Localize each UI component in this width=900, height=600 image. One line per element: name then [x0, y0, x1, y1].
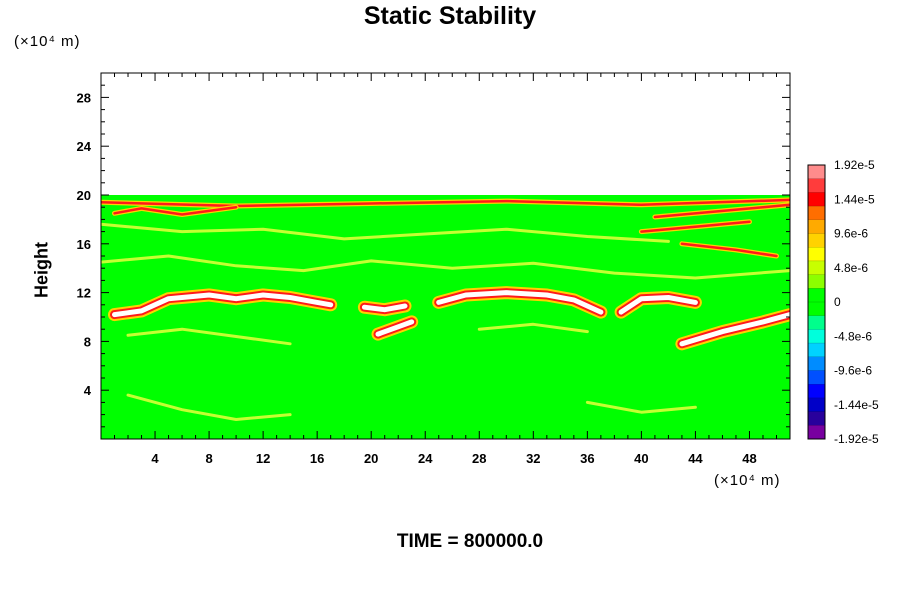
chart-title: Static Stability: [363, 2, 537, 30]
colorbar-swatch: [808, 343, 825, 358]
x-tick-label: 28: [472, 451, 486, 466]
plot-area: [100, 72, 791, 440]
colorbar: 1.92e-5 1.44e-5 9.6e-6 4.8e-6 0 -4.8e-6 -9.6e-…: [807, 158, 879, 446]
x-tick-label: 32: [526, 451, 540, 466]
colorbar-swatch: [808, 356, 825, 371]
x-tick-label: 8: [205, 451, 212, 466]
colorbar-label: -4.8e-6: [834, 329, 872, 343]
x-unit-label: (×10⁴ m): [714, 472, 781, 489]
y-tick-label: 20: [77, 188, 91, 203]
x-tick-label: 24: [418, 451, 433, 466]
y-tick-label: 12: [77, 286, 91, 301]
x-tick-label: 40: [634, 451, 648, 466]
colorbar-label: -9.6e-6: [834, 364, 872, 378]
yellow-line-13: [126, 327, 292, 346]
x-tick-label: 44: [688, 451, 703, 466]
colorbar-swatch: [808, 315, 825, 330]
band-core-0: [112, 292, 334, 318]
colorbar-label: 0: [834, 295, 841, 309]
colorbar-swatch: [808, 274, 825, 289]
yellow-line-11: [101, 222, 670, 243]
colorbar-label: 9.6e-6: [834, 227, 868, 241]
x-tick-label: 20: [364, 451, 378, 466]
yellow-line-16: [585, 400, 697, 414]
colorbar-swatch: [808, 247, 825, 262]
band-core-2: [618, 295, 698, 315]
colorbar-swatch: [808, 178, 825, 193]
colorbar-label: 1.92e-5: [834, 158, 875, 172]
x-axis: 4 8 12 16 20 24 28 32 36 40 44 48: [114, 73, 777, 466]
band-core-4: [375, 319, 415, 337]
colorbar-label: -1.92e-5: [834, 432, 879, 446]
x-tick-label: 48: [742, 451, 756, 466]
red-line-6: [101, 198, 790, 208]
y-tick-label: 24: [77, 139, 92, 154]
colorbar-swatch: [808, 288, 825, 303]
yellow-line-15: [126, 393, 292, 421]
colorbar-label: 1.44e-5: [834, 192, 875, 206]
colorbar-swatch: [808, 165, 825, 180]
colorbar-swatch: [808, 302, 825, 317]
colorbar-swatch: [808, 384, 825, 399]
colorbar-swatch: [808, 411, 825, 426]
y-unit-label: (×10⁴ m): [14, 33, 81, 50]
time-label: TIME = 800000.0: [396, 531, 544, 552]
band-core-3: [679, 312, 790, 347]
colorbar-swatch: [808, 425, 825, 440]
red-line-10: [640, 220, 751, 233]
yellow-line-14: [477, 322, 589, 334]
colorbar-swatch: [808, 219, 825, 234]
y-axis: 4 8 12 16 20 24 28: [77, 84, 790, 428]
stability-field: [101, 195, 790, 439]
x-tick-label: 16: [310, 451, 324, 466]
band-core-5: [361, 303, 408, 313]
colorbar-swatch: [808, 192, 825, 207]
colorbar-swatch: [808, 206, 825, 221]
band-core-1: [436, 290, 604, 315]
yellow-line-12: [101, 254, 790, 280]
red-line-7: [113, 205, 238, 216]
colorbar-swatch: [808, 233, 825, 248]
y-tick-label: 16: [77, 237, 91, 252]
colorbar-swatch: [808, 260, 825, 276]
colorbar-swatch: [808, 329, 825, 344]
red-line-9: [680, 242, 778, 258]
x-tick-label: 36: [580, 451, 594, 466]
field-features: [101, 197, 790, 421]
y-tick-label: 28: [77, 90, 91, 105]
y-tick-label: 4: [84, 383, 92, 398]
y-tick-label: 8: [84, 334, 91, 349]
colorbar-swatch: [808, 370, 825, 385]
x-tick-label: 12: [256, 451, 270, 466]
colorbar-swatch: [808, 397, 825, 413]
colorbar-label: -1.44e-5: [834, 398, 879, 412]
red-line-8: [653, 203, 790, 219]
colorbar-frame: [807, 164, 826, 440]
x-tick-label: 4: [151, 451, 159, 466]
colorbar-label: 4.8e-6: [834, 261, 868, 275]
